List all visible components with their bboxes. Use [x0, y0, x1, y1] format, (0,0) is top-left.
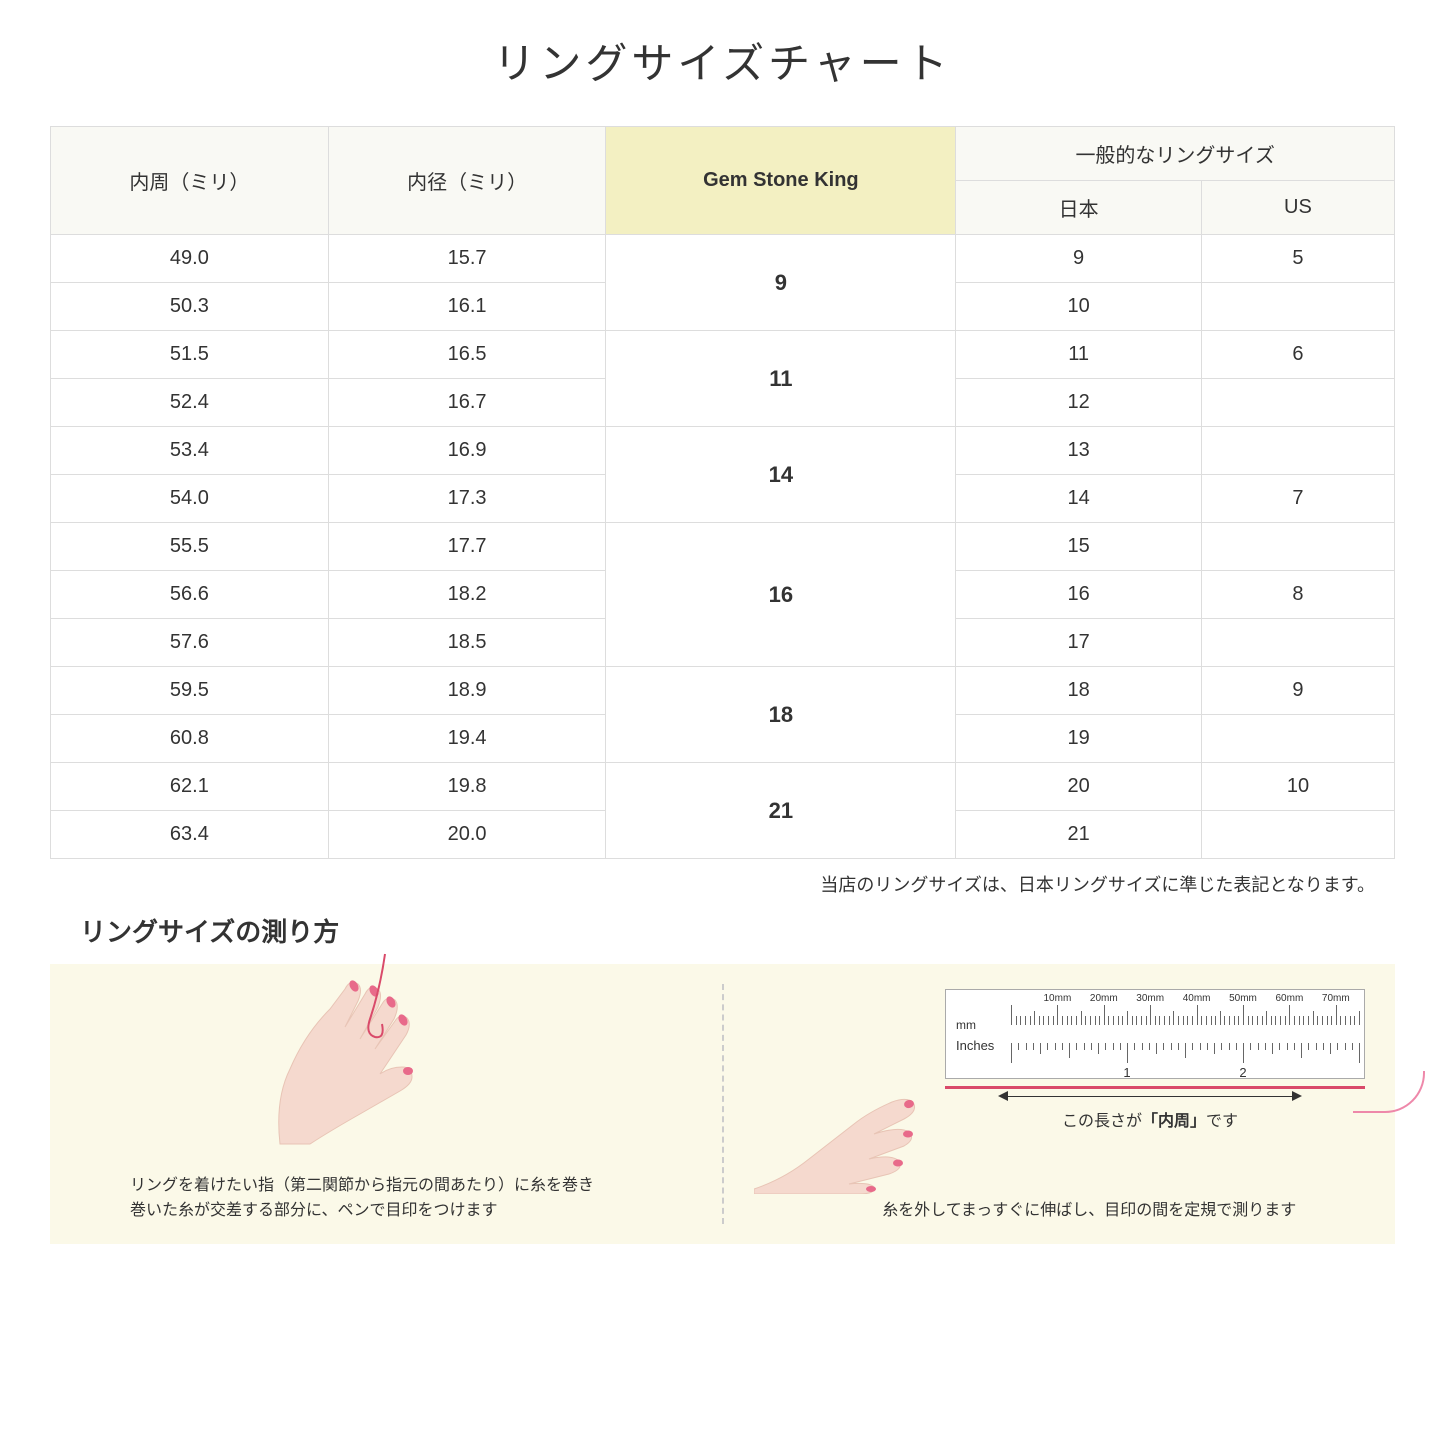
- table-row: 49.015.7995: [51, 235, 1395, 283]
- cell-jp: 20: [956, 763, 1202, 811]
- cell-us: 6: [1201, 331, 1394, 379]
- cell-gsk: 18: [606, 667, 956, 763]
- table-row: 53.416.91413: [51, 427, 1395, 475]
- ruler-inches-label: Inches: [956, 1038, 994, 1053]
- cell-jp: 21: [956, 811, 1202, 859]
- cell-us: 8: [1201, 571, 1394, 619]
- cell-diam: 16.5: [328, 331, 606, 379]
- cell-us: [1201, 283, 1394, 331]
- hand-measuring-illustration: [754, 1054, 954, 1194]
- cell-us: [1201, 715, 1394, 763]
- step-1-panel: リングを着けたい指（第二関節から指元の間あたり）に糸を巻き 巻いた糸が交差する部…: [50, 964, 722, 1244]
- cell-us: 10: [1201, 763, 1394, 811]
- cell-circ: 49.0: [51, 235, 329, 283]
- cell-circ: 56.6: [51, 571, 329, 619]
- measure-label: この長さが「内周」です: [1000, 1099, 1300, 1131]
- cell-diam: 18.2: [328, 571, 606, 619]
- cell-circ: 50.3: [51, 283, 329, 331]
- cell-gsk: 11: [606, 331, 956, 427]
- cell-jp: 18: [956, 667, 1202, 715]
- cell-us: [1201, 427, 1394, 475]
- cell-jp: 19: [956, 715, 1202, 763]
- cell-jp: 14: [956, 475, 1202, 523]
- cell-diam: 19.4: [328, 715, 606, 763]
- step-2-caption: 糸を外してまっすぐに伸ばし、目印の間を定規で測ります: [824, 1198, 1356, 1224]
- cell-circ: 52.4: [51, 379, 329, 427]
- table-row: 59.518.918189: [51, 667, 1395, 715]
- cell-diam: 16.7: [328, 379, 606, 427]
- cell-circ: 55.5: [51, 523, 329, 571]
- cell-us: [1201, 379, 1394, 427]
- cell-gsk: 21: [606, 763, 956, 859]
- cell-circ: 51.5: [51, 331, 329, 379]
- cell-diam: 18.5: [328, 619, 606, 667]
- cell-jp: 13: [956, 427, 1202, 475]
- header-japan: 日本: [956, 181, 1202, 235]
- cell-jp: 17: [956, 619, 1202, 667]
- cell-gsk: 14: [606, 427, 956, 523]
- instructions-title: リングサイズの測り方: [50, 912, 1395, 949]
- hand-wrapping-illustration: [230, 949, 510, 1149]
- table-row: 62.119.8212010: [51, 763, 1395, 811]
- cell-gsk: 9: [606, 235, 956, 331]
- cell-circ: 53.4: [51, 427, 329, 475]
- cell-circ: 63.4: [51, 811, 329, 859]
- cell-jp: 10: [956, 283, 1202, 331]
- ruler-mm-label: mm: [956, 1018, 976, 1032]
- cell-jp: 15: [956, 523, 1202, 571]
- cell-diam: 16.1: [328, 283, 606, 331]
- table-row: 51.516.511116: [51, 331, 1395, 379]
- header-diameter: 内径（ミリ）: [328, 127, 606, 235]
- cell-us: 9: [1201, 667, 1394, 715]
- instructions-panel: リングを着けたい指（第二関節から指元の間あたり）に糸を巻き 巻いた糸が交差する部…: [50, 964, 1395, 1244]
- cell-circ: 57.6: [51, 619, 329, 667]
- cell-us: 5: [1201, 235, 1394, 283]
- cell-gsk: 16: [606, 523, 956, 667]
- cell-us: 7: [1201, 475, 1394, 523]
- header-us: US: [1201, 181, 1394, 235]
- header-circumference: 内周（ミリ）: [51, 127, 329, 235]
- cell-diam: 15.7: [328, 235, 606, 283]
- header-general: 一般的なリングサイズ: [956, 127, 1395, 181]
- thread-line: [945, 1086, 1365, 1089]
- step-2-panel: mm Inches 10mm20mm30mm40mm50mm60mm70mm 1…: [724, 964, 1396, 1244]
- page-title: リングサイズチャート: [50, 30, 1395, 91]
- table-row: 55.517.71615: [51, 523, 1395, 571]
- step-1-caption: リングを着けたい指（第二関節から指元の間あたり）に糸を巻き 巻いた糸が交差する部…: [130, 1173, 682, 1224]
- table-note: 当店のリングサイズは、日本リングサイズに準じた表記となります。: [50, 871, 1395, 897]
- cell-diam: 17.7: [328, 523, 606, 571]
- cell-jp: 16: [956, 571, 1202, 619]
- cell-circ: 60.8: [51, 715, 329, 763]
- cell-circ: 59.5: [51, 667, 329, 715]
- cell-us: [1201, 811, 1394, 859]
- cell-circ: 62.1: [51, 763, 329, 811]
- header-gsk: Gem Stone King: [606, 127, 956, 235]
- cell-us: [1201, 619, 1394, 667]
- cell-jp: 12: [956, 379, 1202, 427]
- cell-diam: 19.8: [328, 763, 606, 811]
- cell-us: [1201, 523, 1394, 571]
- cell-diam: 16.9: [328, 427, 606, 475]
- cell-diam: 17.3: [328, 475, 606, 523]
- ruler-illustration: mm Inches 10mm20mm30mm40mm50mm60mm70mm 1…: [945, 989, 1365, 1079]
- cell-circ: 54.0: [51, 475, 329, 523]
- cell-diam: 18.9: [328, 667, 606, 715]
- cell-jp: 11: [956, 331, 1202, 379]
- cell-jp: 9: [956, 235, 1202, 283]
- cell-diam: 20.0: [328, 811, 606, 859]
- ring-size-table: 内周（ミリ） 内径（ミリ） Gem Stone King 一般的なリングサイズ …: [50, 126, 1395, 859]
